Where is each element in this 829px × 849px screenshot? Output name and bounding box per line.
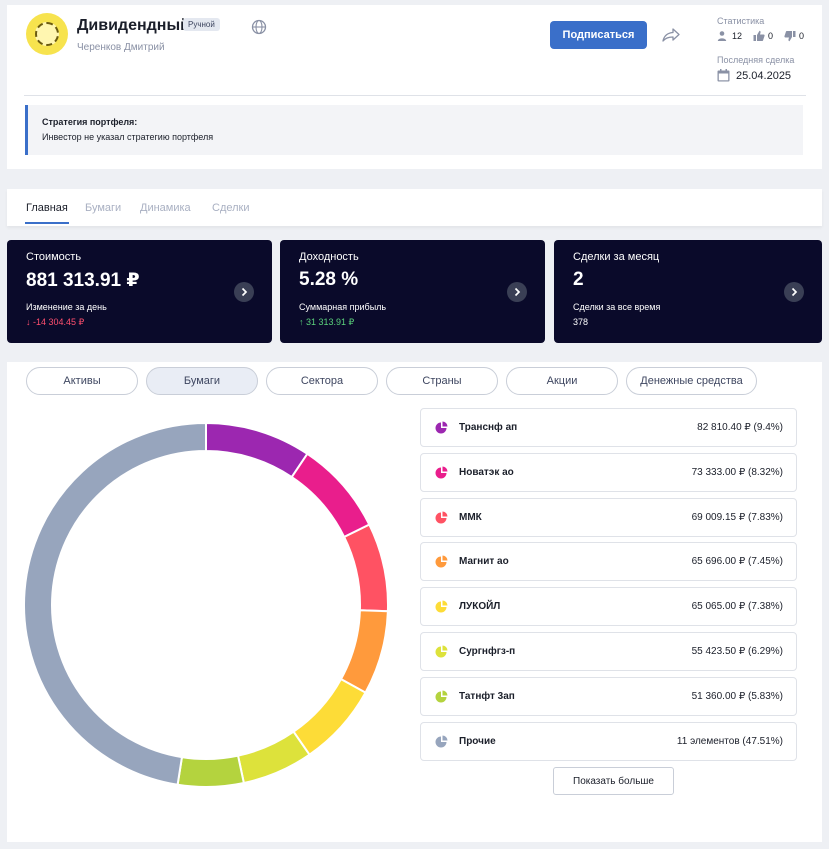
legend-item[interactable]: Новатэк ао 73 333.00 ₽ (8.32%): [420, 452, 797, 492]
legend-item-value: 51 360.00 ₽ (5.83%): [691, 690, 783, 702]
pie-slice-icon: [435, 600, 448, 613]
filter-securities[interactable]: Бумаги: [146, 367, 258, 395]
donut-slice[interactable]: [23, 421, 207, 786]
metric-sub-label: Изменение за день: [26, 302, 107, 312]
legend-item-name: ММК: [459, 511, 482, 523]
chevron-right-icon[interactable]: [784, 282, 804, 302]
legend-item-name: Транснф ап: [459, 422, 518, 433]
pie-slice-icon: [435, 466, 448, 479]
metric-value: 2: [573, 269, 584, 290]
calendar-icon: [717, 69, 730, 82]
legend-item[interactable]: Сургнфгз-п 55 423.50 ₽ (6.29%): [420, 632, 797, 671]
followers-count: 12: [732, 31, 743, 41]
followers-icon: [717, 31, 727, 41]
metric-value: 881 313.91 ₽: [26, 270, 140, 291]
pie-slice-icon: [435, 421, 448, 434]
last-deal-date-row: 25.04.2025: [717, 69, 791, 82]
metric-sub-value: 378: [573, 317, 589, 327]
chevron-right-icon[interactable]: [234, 282, 254, 302]
pie-slice-icon: [435, 690, 448, 703]
metric-sub-value: ↓ -14 304.45 ₽: [26, 317, 85, 327]
header-divider: [24, 95, 806, 96]
legend-item[interactable]: Татнфт 3ап 51 360.00 ₽ (5.83%): [420, 676, 797, 716]
legend-item[interactable]: Прочие 11 элементов (47.51%): [420, 721, 797, 761]
legend-item[interactable]: Магнит ао 65 696.00 ₽ (7.45%): [420, 542, 797, 582]
allocation-donut-chart: [23, 421, 389, 788]
donut-slice[interactable]: [339, 609, 389, 695]
composition-card: Активы Бумаги Сектора Страны Акции Денеж…: [7, 362, 822, 842]
pie-slice-icon: [435, 511, 448, 524]
legend-item-value: 73 333.00 ₽ (8.32%): [691, 466, 783, 478]
donut-slice[interactable]: [205, 421, 309, 479]
thumbs-down-icon[interactable]: [784, 30, 796, 42]
tab-main[interactable]: Главная: [26, 202, 68, 214]
chevron-right-icon[interactable]: [507, 282, 527, 302]
legend-item-name: Прочие: [459, 735, 496, 747]
donut-slice[interactable]: [290, 452, 371, 539]
thumbs-up-icon[interactable]: [753, 30, 765, 42]
legend-item[interactable]: Транснф ап 82 810.40 ₽ (9.4%): [420, 408, 797, 447]
strategy-title: Стратегия портфеля:: [42, 117, 138, 127]
filter-countries[interactable]: Страны: [386, 367, 498, 395]
legend-item-value: 11 элементов (47.51%): [676, 735, 783, 747]
legend-item[interactable]: ЛУКОЙЛ 65 065.00 ₽ (7.38%): [420, 587, 797, 627]
metric-label: Доходность: [299, 251, 359, 263]
tab-deals[interactable]: Сделки: [212, 202, 250, 214]
portfolio-avatar: [26, 13, 68, 55]
legend-item-value: 69 009.15 ₽ (7.83%): [691, 511, 783, 523]
portfolio-author[interactable]: Черенков Дмитрий: [77, 42, 165, 53]
legend-item[interactable]: ММК 69 009.15 ₽ (7.83%): [420, 497, 797, 537]
donut-slice[interactable]: [176, 754, 246, 788]
legend-item-value: 82 810.40 ₽ (9.4%): [697, 422, 783, 433]
filter-cash[interactable]: Денежные средства: [626, 367, 757, 395]
metric-label: Сделки за месяц: [573, 251, 660, 263]
legend-item-name: Татнфт 3ап: [459, 690, 515, 702]
donut-slice[interactable]: [342, 523, 389, 613]
legend-item-value: 65 065.00 ₽ (7.38%): [691, 601, 783, 613]
legend-item-name: Сургнфгз-п: [459, 646, 516, 657]
legend-item-name: ЛУКОЙЛ: [459, 601, 501, 613]
pie-slice-icon: [435, 555, 448, 568]
legend-item-name: Новатэк ао: [459, 466, 514, 478]
donut-slice[interactable]: [292, 677, 367, 757]
metric-card-yield[interactable]: Доходность 5.28 % Суммарная прибыль ↑ 31…: [280, 240, 545, 343]
legend-item-value: 55 423.50 ₽ (6.29%): [691, 646, 783, 657]
tab-dynamics[interactable]: Динамика: [140, 202, 191, 214]
strategy-text: Инвестор не указал стратегию портфеля: [42, 132, 214, 142]
subscribe-button[interactable]: Подписаться: [550, 21, 647, 49]
globe-icon[interactable]: [251, 19, 267, 35]
portfolio-header: Дивидендный Ручной Черенков Дмитрий Подп…: [7, 5, 822, 169]
legend-item-value: 65 696.00 ₽ (7.45%): [691, 556, 783, 568]
active-tab-underline: [25, 222, 69, 224]
pie-slice-icon: [435, 735, 448, 748]
dislikes-count: 0: [799, 31, 805, 41]
metric-sub-label: Сделки за все время: [573, 302, 661, 312]
donut-slice[interactable]: [236, 730, 311, 785]
metric-sub-value: ↑ 31 313.91 ₽: [299, 317, 355, 327]
metric-sub-label: Суммарная прибыль: [299, 302, 387, 312]
last-deal-date: 25.04.2025: [736, 69, 792, 82]
filter-assets[interactable]: Активы: [26, 367, 138, 395]
last-deal-label: Последняя сделка: [717, 55, 795, 65]
filter-sectors[interactable]: Сектора: [266, 367, 378, 395]
show-more-button[interactable]: Показать больше: [553, 767, 674, 795]
filter-stocks[interactable]: Акции: [506, 367, 618, 395]
metric-card-deals[interactable]: Сделки за месяц 2 Сделки за все время 37…: [554, 240, 822, 343]
stats-row: 12 0 0: [717, 30, 804, 42]
strategy-box: Стратегия портфеля: Инвестор не указал с…: [25, 105, 803, 155]
portfolio-type-badge: Ручной: [183, 18, 220, 31]
portfolio-title: Дивидендный: [77, 17, 190, 34]
metric-value: 5.28 %: [299, 269, 359, 290]
metric-card-value[interactable]: Стоимость 881 313.91 ₽ Изменение за день…: [7, 240, 272, 343]
metric-label: Стоимость: [26, 251, 82, 263]
stats-label: Статистика: [717, 16, 765, 26]
section-tabs: Главная Бумаги Динамика Сделки: [7, 189, 822, 226]
legend-item-name: Магнит ао: [459, 556, 509, 568]
likes-count: 0: [768, 31, 774, 41]
pie-slice-icon: [435, 645, 448, 658]
share-icon[interactable]: [662, 27, 680, 43]
tab-securities[interactable]: Бумаги: [85, 202, 122, 214]
